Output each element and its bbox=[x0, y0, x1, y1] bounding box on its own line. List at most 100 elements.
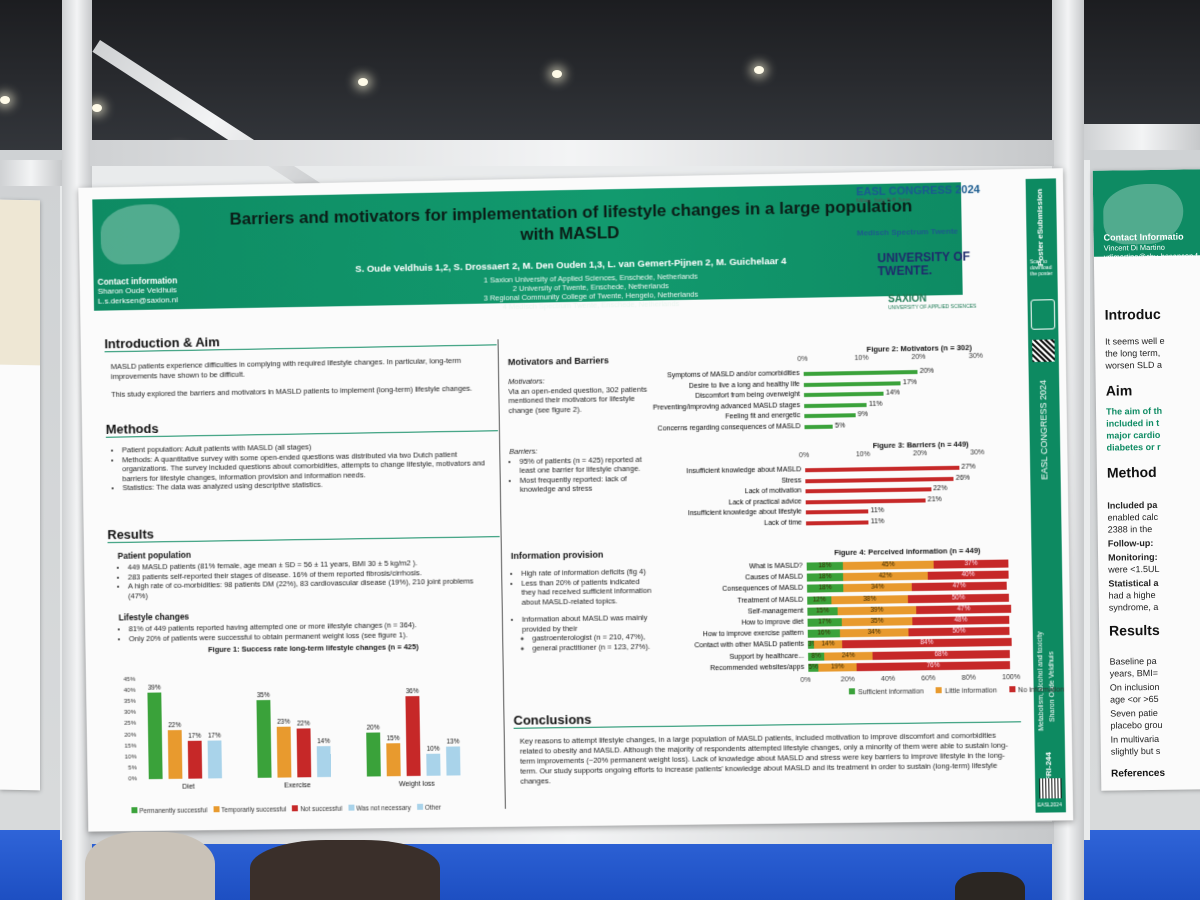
bar-value-label: 15% bbox=[386, 734, 400, 743]
barriers-item: Most frequently reported: lack of knowle… bbox=[520, 473, 650, 494]
stacked-bar-segment: 50% bbox=[908, 627, 1010, 637]
right-methods-line: Monitoring: bbox=[1108, 551, 1158, 563]
strip-brand: Poster eSubmission bbox=[1034, 188, 1046, 267]
right-poster: Contact Informatio Vincent Di Martino vd… bbox=[1092, 169, 1200, 791]
right-methods-line: Follow-up: bbox=[1107, 537, 1154, 549]
bar bbox=[426, 753, 441, 776]
motivators-text: Motivators: Via an open-ended question, … bbox=[508, 375, 649, 415]
left-poster-panel bbox=[0, 199, 40, 366]
stacked-bar-segment: 18% bbox=[806, 573, 844, 582]
legend-label: Sufficient information bbox=[857, 688, 924, 697]
legend-entry: Temporarily successful bbox=[213, 806, 286, 814]
bar bbox=[167, 730, 183, 779]
info-item: Less than 20% of patients indicated they… bbox=[521, 576, 651, 607]
easl-logo-text: EASL CONGRESS bbox=[856, 184, 953, 199]
stacked-bar-segment: 24% bbox=[824, 651, 873, 661]
motivators-heading: Motivators and Barriers bbox=[507, 355, 609, 368]
stacked-bar-segment: 5% bbox=[808, 663, 819, 672]
x-tick-label: 60% bbox=[921, 675, 936, 683]
bar bbox=[147, 692, 163, 780]
bar bbox=[405, 696, 421, 777]
right-intro-head: Introduc bbox=[1104, 305, 1161, 323]
bar bbox=[805, 487, 932, 494]
stacked-bar-segment: 84% bbox=[842, 638, 1012, 649]
legend-swatch bbox=[1008, 686, 1016, 693]
bar bbox=[296, 728, 312, 778]
legend-label: Other bbox=[424, 804, 442, 812]
x-tick-label: 0% bbox=[797, 355, 808, 364]
contact-email: L.s.derksen@saxion.nl bbox=[97, 295, 179, 306]
poster-header: Barriers and motivators for implementati… bbox=[92, 182, 963, 311]
contact-info: Contact information Sharon Oude Veldhuis… bbox=[97, 275, 178, 306]
population-heading: Patient population bbox=[117, 549, 192, 561]
right-results-line: Seven patie bbox=[1110, 707, 1158, 719]
figure1-title: Figure 1: Success rate long-term lifesty… bbox=[208, 642, 419, 655]
info-item: Information about MASLD was mainly provi… bbox=[522, 613, 652, 634]
bar-value-label: 11% bbox=[868, 400, 883, 408]
eposter-side-strip: Poster eSubmission Scan to download the … bbox=[1025, 178, 1066, 813]
legend-entry: Other bbox=[416, 803, 442, 812]
figure1-chart: 0% 5% 10% 15% 20% 25% 30% 35% 40% 45% 39% 22% 17% 17%… bbox=[111, 653, 491, 817]
right-intro-line: worsen SLD a bbox=[1105, 359, 1162, 371]
bar-category-label: Insufficient knowledge about lifestyle bbox=[687, 508, 802, 518]
bar-category-label: Symptoms of MASLD and/or comorbidities bbox=[667, 370, 800, 380]
x-tick-label: 30% bbox=[970, 449, 985, 457]
legend-swatch bbox=[292, 805, 299, 812]
bar-value-label: 17% bbox=[902, 378, 918, 386]
intro-heading: Introduction & Aim bbox=[104, 329, 497, 353]
methods-text: Patient population: Adult patients with … bbox=[112, 439, 495, 493]
bar bbox=[446, 746, 461, 776]
legend-label: Temporarily successful bbox=[221, 806, 287, 815]
x-tick-label: 100% bbox=[1002, 674, 1021, 682]
bar bbox=[803, 380, 901, 387]
right-aim-line: diabetes or r bbox=[1106, 441, 1161, 453]
bar-category-label: Lack of practical advice bbox=[728, 497, 802, 507]
person-silhouette bbox=[85, 832, 215, 900]
stacked-bar-segment: 18% bbox=[806, 561, 843, 571]
bar-category-label: Concerns regarding consequences of MASLD bbox=[657, 422, 801, 433]
bar-category-label: Treatment of MASLD bbox=[737, 596, 804, 605]
bar-category-label: Stress bbox=[781, 476, 802, 485]
bar-value-label: 26% bbox=[955, 474, 971, 482]
strip-footer: EASL2024 bbox=[1037, 802, 1062, 809]
bar bbox=[805, 509, 869, 515]
right-aim-line: included in t bbox=[1106, 417, 1160, 429]
barriers-label: Barriers: bbox=[509, 446, 538, 457]
right-contact-head: Contact Informatio bbox=[1103, 231, 1184, 243]
stacked-bar-segment: 50% bbox=[907, 593, 1009, 603]
bar bbox=[804, 413, 856, 419]
category-label: Exercise bbox=[284, 782, 311, 790]
ceiling-light bbox=[754, 66, 764, 74]
bar-category-label: Discomfort from being overweight bbox=[695, 391, 801, 400]
stacked-bar-segment: 15% bbox=[807, 607, 838, 616]
frame-top-bar-right bbox=[1084, 124, 1200, 150]
bar-category-label: What is MASLD? bbox=[749, 562, 803, 571]
legend-swatch bbox=[848, 688, 856, 695]
category-label: Diet bbox=[182, 783, 195, 791]
bar-value-label: 9% bbox=[857, 411, 868, 419]
sponsor-logos: EASL CONGRESS 2024 Milan, Italy 5-8 June … bbox=[856, 179, 1020, 313]
right-methods-line: enabled calc bbox=[1107, 511, 1159, 523]
motivators-label: Motivators: bbox=[508, 376, 545, 387]
stacked-bar-segment: 39% bbox=[837, 605, 917, 616]
bar-value-label: 36% bbox=[405, 688, 419, 696]
right-intro-line: It seems well e bbox=[1104, 335, 1165, 347]
stacked-bar-segment: 40% bbox=[927, 570, 1009, 581]
strip-scan-text: Scan to download the poster bbox=[1029, 259, 1053, 278]
y-tick-label: 30% bbox=[123, 710, 136, 717]
bar-value-label: 11% bbox=[870, 507, 885, 515]
x-tick-label: 80% bbox=[961, 674, 976, 682]
right-results-line: In multivaria bbox=[1110, 733, 1160, 745]
bar-value-label: 35% bbox=[256, 692, 270, 700]
bar-category-label: Desire to live a long and healthy life bbox=[688, 380, 800, 390]
legend-entry: Permanently successful bbox=[131, 807, 207, 815]
conclusions-heading: Conclusions bbox=[513, 706, 1022, 729]
barriers-text: Barriers: 95% of patients (n = 425) repo… bbox=[509, 445, 650, 495]
saxion-logo-text: SAXION bbox=[888, 293, 927, 306]
stacked-bar-segment: 16% bbox=[807, 629, 841, 638]
bar-value-label: 22% bbox=[168, 722, 182, 730]
stacked-bar-segment: 17% bbox=[807, 618, 842, 627]
bar-value-label: 13% bbox=[446, 738, 460, 746]
saxion-sub: UNIVERSITY OF APPLIED SCIENCES bbox=[888, 303, 977, 312]
